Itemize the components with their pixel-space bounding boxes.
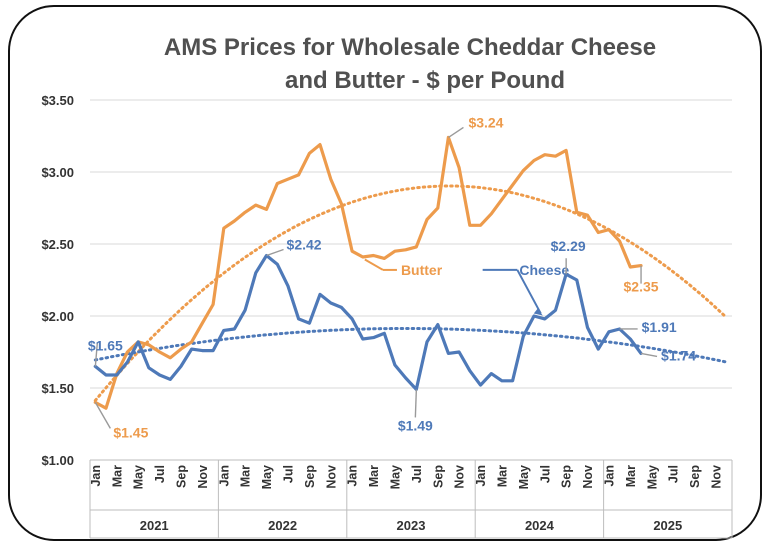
x-tick-label: Jul [410,465,424,483]
x-tick-label: Sep [560,465,574,488]
annotation-label: $1.49 [398,417,433,433]
annotation-label: $2.35 [624,279,659,295]
annotation-label: $2.29 [551,238,586,254]
annotation-label: $1.45 [113,424,148,440]
trendline-butter [93,184,729,402]
x-tick-label: Nov [324,465,338,489]
annotation-label: Butter [401,262,443,278]
series-lines [93,135,643,410]
leader-line [266,248,284,257]
x-tick-label: Mar [624,465,638,487]
chart-frame [8,5,762,541]
arrow-head [533,308,543,316]
x-tick-label: Sep [688,465,702,488]
x-tick-label: Nov [581,465,595,489]
trendline-cheese [93,327,729,364]
annotation-label: $1.74 [661,347,696,363]
x-tick-label: Sep [174,465,188,488]
annotation-label: $1.65 [88,337,123,353]
x-tick-label: Jan [474,465,488,487]
leader-line [640,352,658,358]
trendlines [93,184,729,402]
x-tick-label: Jul [153,465,167,483]
year-label: 2025 [653,518,682,533]
annotations: $1.65 $1.45 $2.42 $3.24 Butter Cheese $1.49 $2.… [88,114,696,440]
x-tick-label: Jan [217,465,231,487]
x-tick-label: Mar [110,465,124,487]
x-tick-label: Jan [89,465,103,487]
y-tick-label: $1.00 [41,453,74,468]
x-tick-label: Jul [538,465,552,483]
x-tick-label: May [132,465,146,489]
y-tick-label: $2.50 [41,237,74,252]
year-label: 2022 [268,518,297,533]
leader-line [448,126,464,139]
annotation-label: $1.91 [642,319,677,335]
annotation-label: $3.24 [468,114,503,130]
series-line-butter [93,135,643,410]
x-tick-label: May [645,465,659,489]
x-tick-label: May [388,465,402,489]
y-tick-label: $2.00 [41,309,74,324]
x-tick-label: Mar [495,465,509,487]
chart-title-line-2: and Butter - $ per Pound [285,67,565,94]
annotation-label: Cheese [519,262,569,278]
annotation-label: $2.42 [287,237,322,253]
x-axis: Jan Mar May Jul Sep Nov 2021 Jan Mar May Jul Sep Nov… [89,459,733,539]
y-tick-label: $1.50 [41,381,74,396]
leader-line [364,258,384,271]
x-tick-label: Jan [602,465,616,487]
x-tick-label: May [517,465,531,489]
x-tick-label: Sep [431,465,445,488]
x-tick-label: Nov [196,465,210,489]
year-label: 2024 [525,518,555,533]
year-label: 2021 [140,518,169,533]
x-tick-label: Sep [303,465,317,488]
x-tick-label: Mar [239,465,253,487]
x-tick-label: Jul [281,465,295,483]
leader-line [94,342,99,367]
leader-line [516,269,542,314]
x-tick-label: Mar [367,465,381,487]
y-tick-label: $3.50 [41,93,74,108]
x-tick-label: Nov [453,465,467,489]
y-tick-label: $3.00 [41,165,74,180]
x-tick-label: Jul [667,465,681,483]
x-tick-label: Nov [709,465,723,489]
y-axis-tick-labels: $1.00 $1.50 $2.00 $2.50 $3.00 $3.50 [41,93,74,468]
x-tick-label: Jan [346,465,360,487]
x-tick-label: May [260,465,274,489]
chart-title-line-1: AMS Prices for Wholesale Cheddar Cheese [164,34,656,61]
leader-line [94,402,111,429]
leader-line [414,389,418,418]
year-label: 2023 [397,518,426,533]
series-line-cheese [93,253,643,391]
